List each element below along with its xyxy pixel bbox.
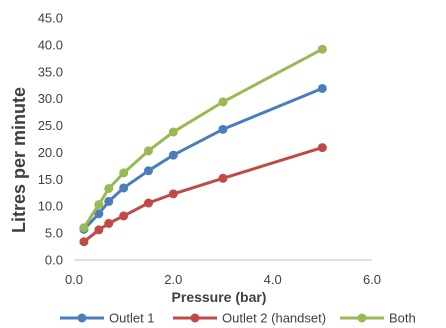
series-3 — [79, 44, 327, 233]
y-tick-label: 25.0 — [38, 118, 63, 133]
series-plot-area — [79, 44, 327, 247]
data-point — [317, 83, 327, 93]
legend-item: Outlet 2 (handset) — [173, 311, 326, 326]
data-point — [218, 97, 228, 107]
data-point — [94, 209, 104, 219]
data-point — [119, 211, 129, 221]
y-tick-label: 40.0 — [38, 37, 63, 52]
y-tick-label: 10.0 — [38, 199, 63, 214]
data-point — [94, 225, 104, 235]
data-point — [79, 237, 89, 247]
data-point — [104, 183, 114, 193]
data-point — [94, 200, 104, 210]
legend-label: Outlet 1 — [109, 311, 155, 326]
x-axis-title: Pressure (bar) — [172, 289, 267, 305]
y-tick-label: 30.0 — [38, 91, 63, 106]
y-axis-tick-labels: 0.0 5.0 10.0 15.0 20.0 25.0 30.0 35.0 40.0 45.0 — [38, 11, 63, 268]
data-point — [168, 189, 178, 199]
legend-label: Both — [389, 311, 416, 326]
data-point — [144, 166, 153, 176]
data-point — [144, 198, 153, 208]
data-point — [79, 223, 89, 233]
x-tick-label: 2.0 — [164, 272, 182, 287]
y-axis-title: Litres per minute — [9, 87, 29, 233]
data-point — [104, 196, 114, 206]
legend-swatch-marker — [357, 313, 367, 323]
data-point — [218, 124, 228, 134]
legend-swatch-marker — [190, 313, 200, 323]
y-tick-label: 0.0 — [45, 253, 63, 268]
series-2 — [79, 143, 327, 247]
x-tick-label: 6.0 — [363, 272, 381, 287]
legend: Outlet 1 Outlet 2 (handset) Both — [60, 311, 416, 326]
x-axis-tick-labels: 0.0 2.0 4.0 6.0 — [65, 272, 381, 287]
y-tick-label: 35.0 — [38, 64, 63, 79]
legend-item: Both — [340, 311, 416, 326]
data-point — [168, 150, 178, 160]
data-point — [104, 218, 114, 228]
legend-label: Outlet 2 (handset) — [222, 311, 326, 326]
y-tick-label: 20.0 — [38, 145, 63, 160]
data-point — [119, 168, 129, 178]
data-point — [144, 146, 153, 156]
data-point — [119, 183, 129, 193]
x-tick-label: 4.0 — [264, 272, 282, 287]
data-point — [218, 173, 228, 183]
data-point — [317, 143, 327, 153]
legend-swatch-marker — [77, 313, 87, 323]
y-tick-label: 15.0 — [38, 172, 63, 187]
data-point — [317, 44, 327, 54]
x-tick-label: 0.0 — [65, 272, 83, 287]
data-point — [168, 127, 178, 137]
y-tick-label: 5.0 — [45, 226, 63, 241]
legend-item: Outlet 1 — [60, 311, 155, 326]
y-tick-label: 45.0 — [38, 11, 63, 26]
